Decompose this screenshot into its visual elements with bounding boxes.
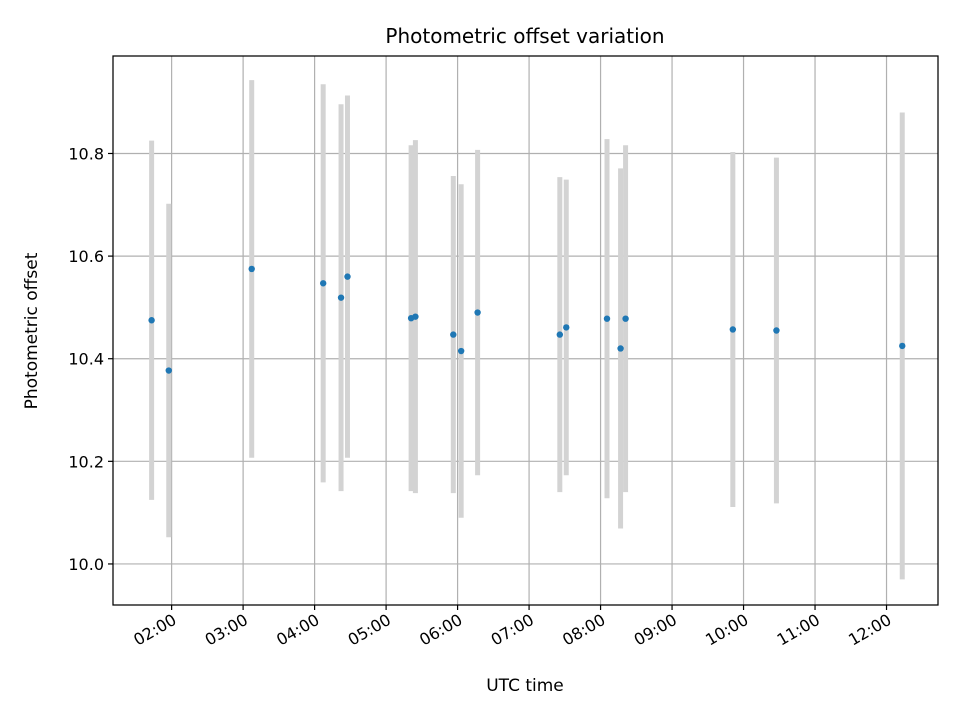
data-point <box>344 273 351 280</box>
plot-frame <box>112 55 939 606</box>
data-point <box>319 280 327 287</box>
data-point <box>563 324 570 331</box>
y-tick-label: 10.8 <box>68 144 104 163</box>
y-tick-label: 10.0 <box>68 555 104 574</box>
data-point <box>412 313 419 320</box>
data-point <box>622 315 629 322</box>
data-point <box>603 315 611 322</box>
data-point <box>474 309 481 316</box>
y-axis-ticks: 10.0 10.2 10.4 10.6 10.8 <box>68 144 113 574</box>
y-tick-label: 10.6 <box>68 247 104 266</box>
data-point <box>165 367 172 374</box>
data-point <box>899 342 906 350</box>
data-point <box>773 327 780 334</box>
x-axis-label: UTC time <box>486 676 564 696</box>
data-point <box>450 331 457 338</box>
data-point <box>248 265 255 273</box>
data-points <box>148 265 906 374</box>
data-point <box>457 347 465 355</box>
y-tick-label: 10.4 <box>68 350 104 369</box>
y-axis-label: Photometric offset <box>22 252 42 409</box>
data-point <box>617 345 624 352</box>
data-point <box>729 326 737 333</box>
data-point <box>337 294 345 301</box>
y-tick-label: 10.2 <box>68 452 104 471</box>
data-point <box>556 331 564 338</box>
data-point <box>148 317 155 324</box>
chart-title: Photometric offset variation <box>385 24 664 48</box>
